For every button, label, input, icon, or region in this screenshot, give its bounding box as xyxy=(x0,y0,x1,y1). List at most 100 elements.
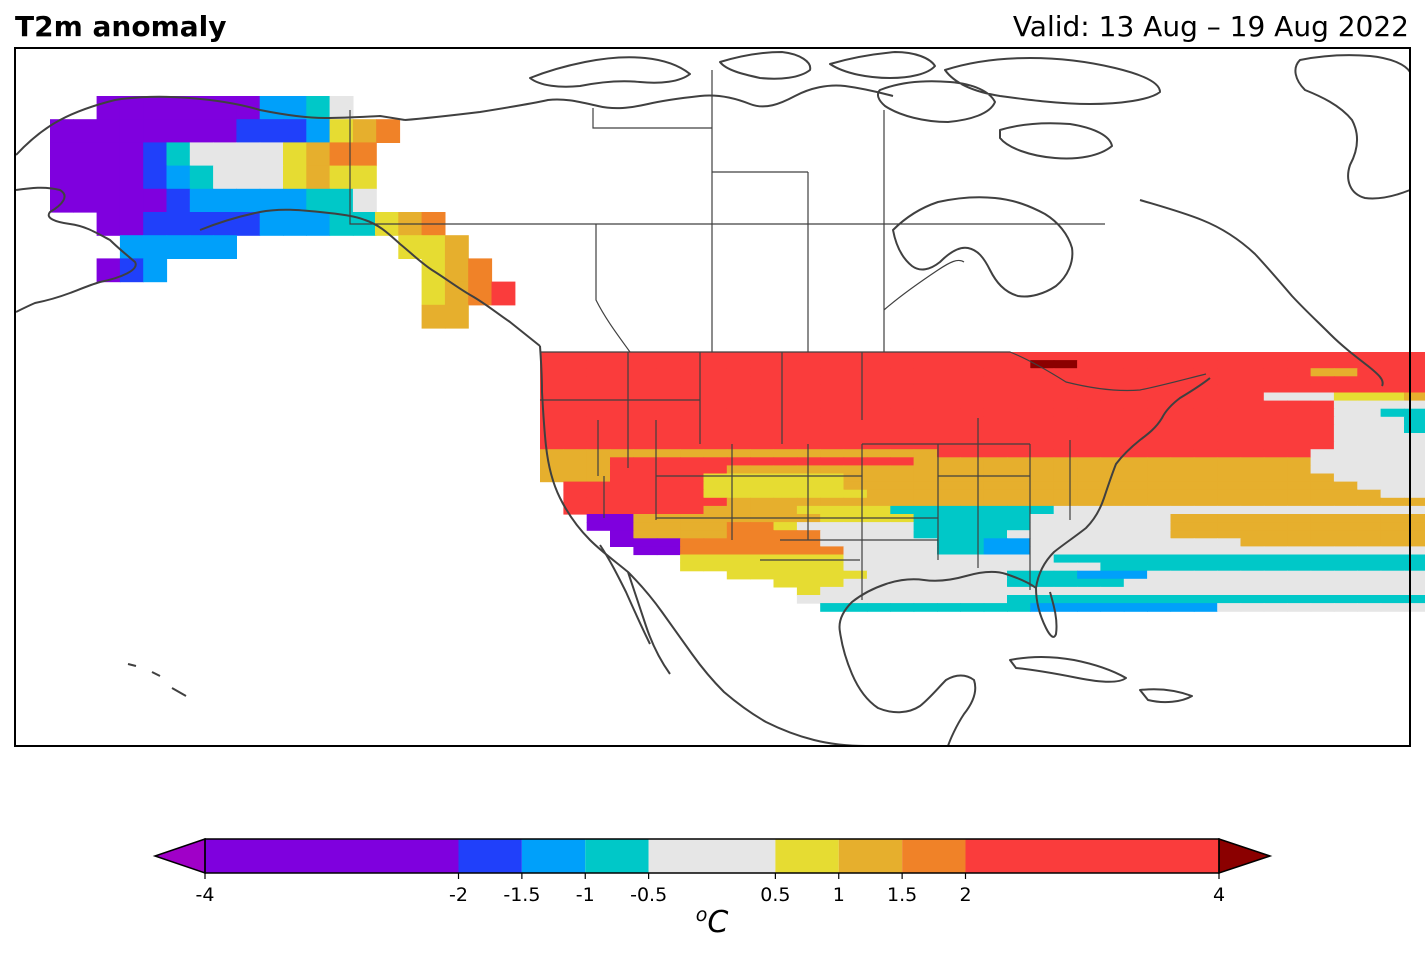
anomaly-cell xyxy=(866,376,891,385)
anomaly-cell xyxy=(726,530,751,539)
anomaly-cell xyxy=(1380,530,1405,539)
anomaly-cell xyxy=(633,449,658,458)
anomaly-cell xyxy=(1217,473,1242,483)
anomaly-cell xyxy=(866,473,891,483)
anomaly-cell xyxy=(656,352,681,361)
anomaly-cell xyxy=(1357,416,1382,426)
anomaly-cell xyxy=(96,212,121,236)
anomaly-cell xyxy=(633,465,658,475)
anomaly-cell xyxy=(1240,586,1265,596)
anomaly-cell xyxy=(773,481,798,491)
anomaly-cell xyxy=(703,457,728,466)
anomaly-cell xyxy=(1310,586,1335,596)
anomaly-cell xyxy=(866,368,891,377)
anomaly-cell xyxy=(796,384,821,394)
anomaly-cell xyxy=(1217,538,1242,547)
anomaly-cell xyxy=(1310,457,1335,466)
anomaly-cell xyxy=(1240,473,1265,483)
anomaly-cell xyxy=(540,441,564,450)
colorbar-bin xyxy=(205,839,459,873)
anomaly-cell xyxy=(1077,408,1102,418)
anomaly-cell xyxy=(1333,416,1358,426)
anomaly-cell xyxy=(983,352,1008,361)
anomaly-cell xyxy=(1123,457,1148,466)
anomaly-cell xyxy=(726,554,751,564)
anomaly-cell xyxy=(890,595,915,604)
anomaly-cell xyxy=(1310,360,1335,369)
anomaly-cell xyxy=(1380,433,1405,442)
anomaly-cell xyxy=(1263,522,1288,531)
anomaly-cell xyxy=(633,424,658,434)
anomaly-cell xyxy=(444,258,469,283)
anomaly-cell xyxy=(1404,546,1425,556)
anomaly-cell xyxy=(1287,586,1312,596)
anomaly-cell xyxy=(750,465,775,475)
anomaly-cell xyxy=(1053,400,1078,410)
anomaly-cell xyxy=(960,376,985,385)
anomaly-cell xyxy=(1217,570,1242,580)
anomaly-cell xyxy=(96,96,121,120)
anomaly-cell xyxy=(890,384,915,394)
anomaly-cell xyxy=(1380,578,1405,588)
anomaly-cell xyxy=(1193,586,1218,596)
anomaly-cell xyxy=(750,449,775,458)
anomaly-cell xyxy=(1007,424,1031,434)
anomaly-cell xyxy=(563,505,588,515)
anomaly-cell xyxy=(1053,586,1078,596)
anomaly-cell xyxy=(1193,441,1218,450)
anomaly-cell xyxy=(890,481,915,491)
colorbar-tick-label: -1 xyxy=(575,884,595,906)
anomaly-cell xyxy=(1030,433,1055,442)
baja-coast xyxy=(599,544,651,645)
anomaly-cell xyxy=(960,473,985,483)
anomaly-cell xyxy=(890,465,915,475)
anomaly-cell xyxy=(1310,441,1335,450)
anomaly-cell xyxy=(820,392,845,402)
anomaly-cell xyxy=(1007,546,1031,556)
anomaly-cell xyxy=(189,235,214,259)
anomaly-cell xyxy=(1100,424,1125,434)
anomaly-cell xyxy=(166,188,191,213)
anomaly-cell xyxy=(656,408,681,418)
anomaly-cell xyxy=(1357,505,1382,515)
anomaly-cell xyxy=(1217,424,1242,434)
anomaly-cell xyxy=(1100,530,1125,539)
anomaly-cell xyxy=(1217,416,1242,426)
anomaly-cell xyxy=(563,392,588,402)
anomaly-cell xyxy=(890,586,915,596)
anomaly-cell xyxy=(1310,376,1335,385)
anomaly-cell xyxy=(1333,481,1358,491)
anomaly-cell xyxy=(1077,595,1102,604)
anomaly-cell xyxy=(1007,481,1031,491)
anomaly-cell xyxy=(1217,433,1242,442)
anomaly-cell xyxy=(491,281,516,306)
anomaly-cell xyxy=(1053,360,1078,369)
anomaly-cell xyxy=(1147,570,1172,580)
anomaly-cell xyxy=(703,416,728,426)
anomaly-cell xyxy=(750,538,775,547)
anomaly-cell xyxy=(1263,400,1288,410)
anomaly-cell xyxy=(796,538,821,547)
anomaly-cell xyxy=(866,546,891,556)
anomaly-cell xyxy=(1404,424,1425,434)
anomaly-cell xyxy=(726,505,751,515)
anomaly-cell xyxy=(1240,489,1265,499)
anomaly-cell xyxy=(586,368,611,377)
anomaly-cell xyxy=(1030,400,1055,410)
anomaly-cell xyxy=(1357,352,1382,361)
anomaly-cell xyxy=(983,424,1008,434)
anomaly-cell xyxy=(1193,505,1218,515)
anomaly-cell xyxy=(890,352,915,361)
anomaly-cell xyxy=(1123,530,1148,539)
anomaly-cell xyxy=(329,119,354,143)
anomaly-cell xyxy=(1357,368,1382,377)
anomaly-cell xyxy=(1077,392,1102,402)
anomaly-cell xyxy=(820,497,845,507)
anomaly-cell xyxy=(1217,368,1242,377)
anomaly-cell xyxy=(633,546,658,556)
anomaly-cell xyxy=(960,465,985,475)
anomaly-cell xyxy=(820,352,845,361)
anomaly-cell xyxy=(656,360,681,369)
anomaly-cell xyxy=(773,416,798,426)
anomaly-cell xyxy=(890,376,915,385)
